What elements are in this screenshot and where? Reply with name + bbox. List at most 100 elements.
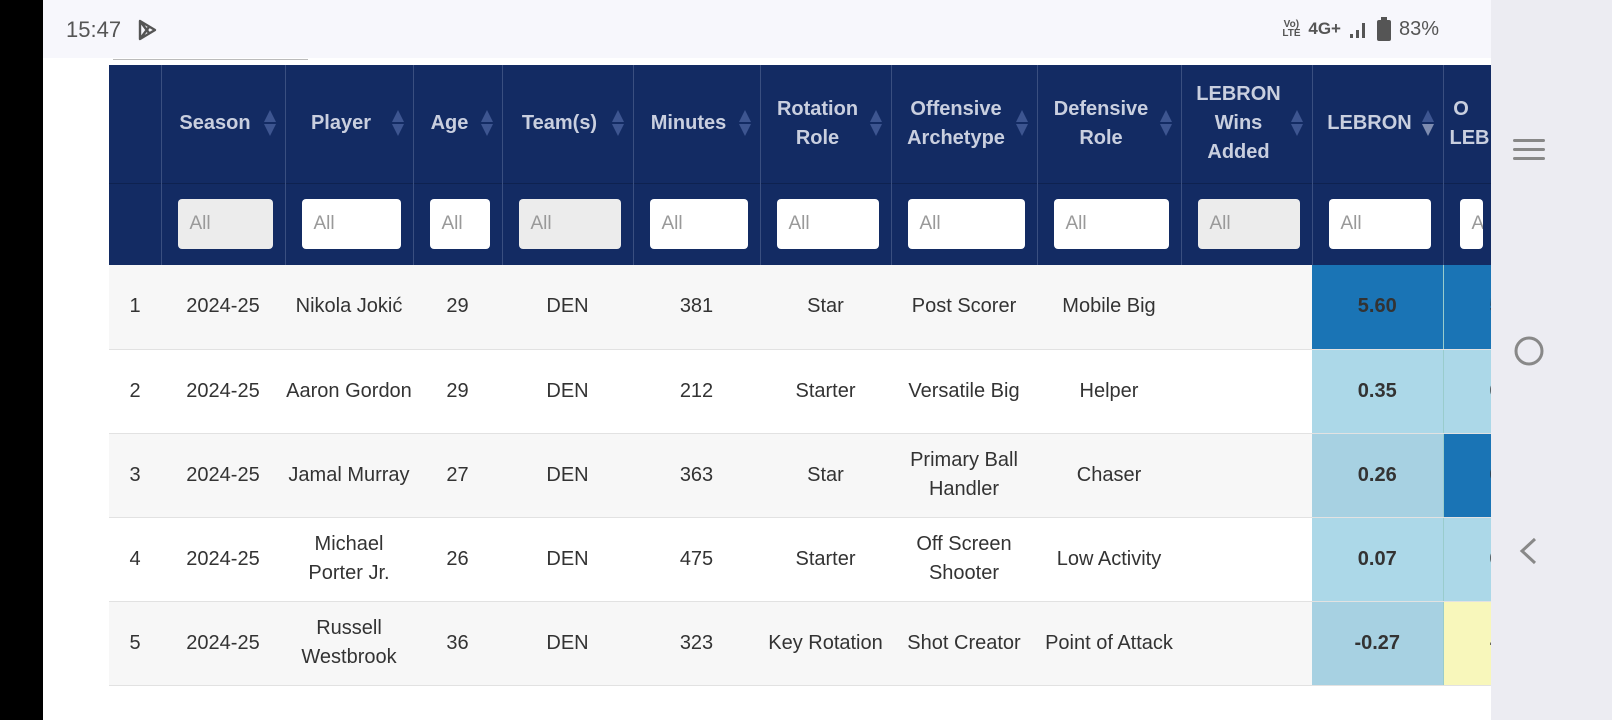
table-row[interactable]: 1 2024-25 Nikola Jokić 29 DEN 381 Star Post Sco… (109, 265, 1491, 350)
cell-lebron: 0.26 (1312, 433, 1444, 518)
column-filter-input[interactable]: A (1459, 199, 1483, 250)
cell-next: - (1443, 601, 1491, 686)
cell-team: DEN (502, 433, 633, 518)
cell-defense: Chaser (1037, 433, 1181, 518)
column-header[interactable]: Defensive Role (1037, 65, 1182, 183)
cell-team: DEN (502, 349, 633, 434)
cell-player: Aaron Gordon (285, 349, 413, 434)
column-header[interactable]: LEBRON Wins Added (1181, 65, 1313, 183)
cell-wins (1181, 601, 1312, 686)
column-header[interactable]: LEBRON (1312, 65, 1444, 183)
left-black-edge (0, 0, 43, 720)
sort-icon[interactable] (263, 109, 277, 137)
cell-rotation: Starter (760, 517, 891, 602)
table-row[interactable]: 2 2024-25 Aaron Gordon 29 DEN 212 Starter Versa… (109, 349, 1491, 434)
table-row[interactable]: 3 2024-25 Jamal Murray 27 DEN 363 Star Primary … (109, 433, 1491, 518)
header-row: Season Player Age Team(s) Minutes Rotation Ro… (109, 65, 1491, 183)
cell-player: Nikola Jokić (285, 265, 413, 350)
filter-row: All All All All All All All All All All A (109, 182, 1491, 265)
sort-icon[interactable] (391, 109, 405, 137)
cell-wins (1181, 349, 1312, 434)
sort-icon[interactable] (611, 109, 625, 137)
cell-player: Michael Porter Jr. (285, 517, 413, 602)
cell-rank: 2 (109, 349, 161, 434)
cell-player: Jamal Murray (285, 433, 413, 518)
signal-icon (1349, 23, 1365, 38)
sort-icon[interactable] (869, 109, 883, 137)
cell-minutes: 475 (633, 517, 760, 602)
menu-icon[interactable] (1513, 137, 1547, 163)
cell-rotation: Key Rotation (760, 601, 891, 686)
cell-lebron: 0.07 (1312, 517, 1444, 602)
navigation-bar (1491, 0, 1612, 720)
column-header[interactable]: Season (161, 65, 286, 183)
network-type: 4G+ (1308, 19, 1341, 38)
column-header[interactable]: Team(s) (502, 65, 634, 183)
cell-season: 2024-25 (161, 517, 285, 602)
cell-offense: Shot Creator (891, 601, 1037, 686)
cell-season: 2024-25 (161, 601, 285, 686)
cell-defense: Point of Attack (1037, 601, 1181, 686)
column-filter-input[interactable]: All (776, 199, 879, 250)
cell-rank: 5 (109, 601, 161, 686)
cell-age: 29 (413, 265, 502, 350)
column-header[interactable]: Offensive Archetype (891, 65, 1038, 183)
stats-table-container[interactable]: Season Player Age Team(s) Minutes Rotation Ro… (109, 65, 1491, 720)
cell-rank: 3 (109, 433, 161, 518)
cell-rank: 4 (109, 517, 161, 602)
table-row[interactable]: 5 2024-25 Russell Westbrook 36 DEN 323 Key Rot… (109, 601, 1491, 686)
column-filter-input[interactable]: All (1053, 199, 1169, 250)
sort-icon[interactable] (1159, 109, 1173, 137)
cell-defense: Helper (1037, 349, 1181, 434)
cell-next: 5 (1443, 265, 1491, 350)
cell-season: 2024-25 (161, 265, 285, 350)
stats-table: Season Player Age Team(s) Minutes Rotation Ro… (109, 65, 1491, 686)
status-bar: 15:47 Vo) LTE 4G+ 83% (43, 0, 1491, 58)
cell-team: DEN (502, 265, 633, 350)
column-filter-input[interactable]: All (301, 199, 401, 250)
column-filter-input[interactable]: All (1197, 199, 1300, 250)
sort-icon[interactable] (480, 109, 494, 137)
column-filter-input[interactable]: All (518, 199, 621, 250)
cell-lebron: 5.60 (1312, 265, 1444, 350)
sort-icon[interactable] (1015, 109, 1029, 137)
cell-rotation: Starter (760, 349, 891, 434)
sort-icon[interactable] (1421, 109, 1435, 137)
sort-icon[interactable] (1290, 109, 1304, 137)
column-header[interactable]: Age (413, 65, 503, 183)
status-time: 15:47 (66, 17, 122, 42)
battery-icon (1376, 17, 1391, 41)
volte-icon: Vo) LTE (1282, 19, 1301, 39)
cell-next: 0 (1443, 349, 1491, 434)
cell-season: 2024-25 (161, 433, 285, 518)
table-row[interactable]: 4 2024-25 Michael Porter Jr. 26 DEN 475 Starte… (109, 517, 1491, 602)
cell-offense: Primary Ball Handler (891, 433, 1037, 518)
column-filter-input[interactable]: All (177, 199, 273, 250)
sort-icon[interactable] (738, 109, 752, 137)
column-header[interactable]: Rotation Role (760, 65, 892, 183)
column-filter-input[interactable]: All (907, 199, 1025, 250)
cell-age: 27 (413, 433, 502, 518)
column-header[interactable]: O LEB (1443, 65, 1491, 183)
cell-age: 29 (413, 349, 502, 434)
cell-defense: Mobile Big (1037, 265, 1181, 350)
cell-team: DEN (502, 601, 633, 686)
cell-next: 0 (1443, 517, 1491, 602)
cell-minutes: 363 (633, 433, 760, 518)
battery-percent: 83% (1398, 17, 1439, 40)
cell-minutes: 381 (633, 265, 760, 350)
home-button-icon[interactable] (1513, 335, 1545, 367)
column-filter-input[interactable]: All (1328, 199, 1431, 250)
play-store-icon (138, 19, 157, 41)
cell-age: 26 (413, 517, 502, 602)
cell-next: 0 (1443, 433, 1491, 518)
cell-wins (1181, 265, 1312, 350)
cell-team: DEN (502, 517, 633, 602)
back-button-icon[interactable] (1517, 536, 1539, 566)
column-filter-input[interactable]: All (429, 199, 490, 250)
column-filter-input[interactable]: All (649, 199, 748, 250)
column-header[interactable]: Player (285, 65, 414, 183)
column-header (109, 65, 162, 183)
column-header[interactable]: Minutes (633, 65, 761, 183)
divider (113, 59, 308, 60)
